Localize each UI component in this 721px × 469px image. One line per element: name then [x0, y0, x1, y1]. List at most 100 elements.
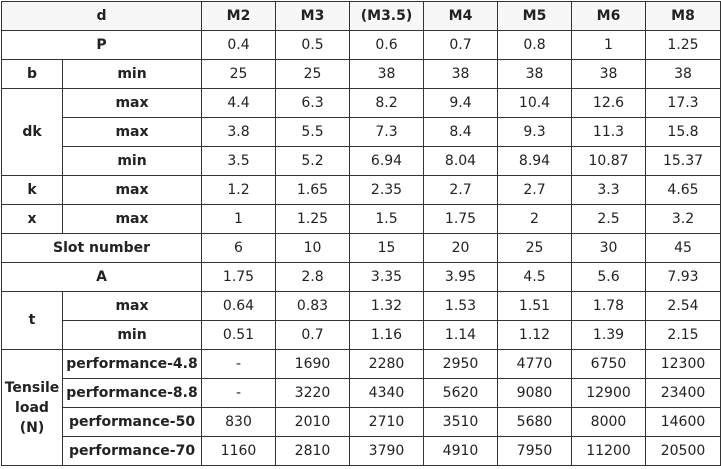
- value-cell: 10.4: [497, 88, 572, 118]
- value-cell: 15: [349, 233, 424, 263]
- value-cell: 2.7: [497, 175, 572, 205]
- sub-label-max: max: [62, 175, 202, 205]
- value-cell: 5680: [497, 407, 572, 437]
- value-cell: 4910: [423, 436, 498, 466]
- table-row: Tensile load (N) performance-4.8 - 1690 …: [1, 349, 721, 466]
- value-cell: 7.93: [645, 262, 721, 292]
- value-cell: 2810: [275, 436, 350, 466]
- size-m8-header: M8: [645, 1, 721, 31]
- sub-label-min: min: [62, 59, 202, 89]
- value-cell: 0.7: [275, 320, 350, 350]
- table-row: t max 0.64 0.83 1.32 1.53 1.51 1.78 2.54: [1, 291, 721, 350]
- value-cell: 1.25: [275, 204, 350, 234]
- value-cell: 45: [645, 233, 721, 263]
- value-cell: 7.3: [349, 117, 424, 147]
- sub-label-max: max: [62, 204, 202, 234]
- tensile-load-label-line: Tensile: [4, 379, 60, 396]
- value-cell: 4770: [497, 349, 572, 379]
- value-cell: 38: [497, 59, 572, 89]
- value-cell: 25: [201, 59, 276, 89]
- value-cell: 11.3: [571, 117, 646, 147]
- value-cell: 4.4: [201, 88, 276, 118]
- value-cell: 2280: [349, 349, 424, 379]
- value-cell: 3.95: [423, 262, 498, 292]
- value-cell: 8.4: [423, 117, 498, 147]
- table-row: P 0.4 0.5 0.6 0.7 0.8 1 1.25: [1, 30, 721, 60]
- value-cell: 25: [275, 59, 350, 89]
- value-cell: 0.8: [497, 30, 572, 60]
- value-cell: 10.87: [571, 146, 646, 176]
- value-cell: 2950: [423, 349, 498, 379]
- value-cell: 8.2: [349, 88, 424, 118]
- row-label-tensile-load: Tensile load (N): [1, 349, 63, 466]
- value-cell: 3.8: [201, 117, 276, 147]
- value-cell: 9.4: [423, 88, 498, 118]
- value-cell: 17.3: [645, 88, 721, 118]
- value-cell: 3.3: [571, 175, 646, 205]
- value-cell: 38: [645, 59, 721, 89]
- value-cell: 30: [571, 233, 646, 263]
- size-m2-header: M2: [201, 1, 276, 31]
- value-cell: 38: [349, 59, 424, 89]
- value-cell: 2.54: [645, 291, 721, 321]
- value-cell: 14600: [645, 407, 721, 437]
- value-cell: 25: [497, 233, 572, 263]
- table-row: A 1.75 2.8 3.35 3.95 4.5 5.6 7.93: [1, 262, 721, 292]
- value-cell: 11200: [571, 436, 646, 466]
- row-label-a: A: [1, 262, 202, 292]
- table-row: performance-50 830 2010 2710 3510 5680 8…: [2, 407, 721, 437]
- table-row: Slot number 6 10 15 20 25 30 45: [1, 233, 721, 263]
- sub-label-performance-4-8: performance-4.8: [62, 349, 202, 379]
- row-label-dk: dk: [1, 88, 63, 176]
- value-cell: 2.35: [349, 175, 424, 205]
- value-cell: 12.6: [571, 88, 646, 118]
- sub-label-min: min: [62, 320, 202, 350]
- table-row: k max 1.2 1.65 2.35 2.7 2.7 3.3 4.65: [1, 175, 721, 205]
- value-cell: 15.37: [645, 146, 721, 176]
- value-cell: 3.2: [645, 204, 721, 234]
- table-row: max 3.8 5.5 7.3 8.4 9.3 11.3 15.8: [2, 117, 721, 147]
- value-cell: 3790: [349, 436, 424, 466]
- sub-label-performance-8-8: performance-8.8: [62, 378, 202, 408]
- value-cell: 1.78: [571, 291, 646, 321]
- value-cell: 2.5: [571, 204, 646, 234]
- value-cell: 5620: [423, 378, 498, 408]
- sub-label-min: min: [62, 146, 202, 176]
- value-cell: 1.75: [201, 262, 276, 292]
- value-cell: 5.5: [275, 117, 350, 147]
- table-row: b min 25 25 38 38 38 38 38: [1, 59, 721, 89]
- value-cell: 3.5: [201, 146, 276, 176]
- value-cell: 1.12: [497, 320, 572, 350]
- value-cell: 1.75: [423, 204, 498, 234]
- value-cell: 4340: [349, 378, 424, 408]
- row-label-b: b: [1, 59, 63, 89]
- value-cell: 830: [201, 407, 276, 437]
- value-cell: 23400: [645, 378, 721, 408]
- value-cell: 8.94: [497, 146, 572, 176]
- value-cell: 4.65: [645, 175, 721, 205]
- row-label-k: k: [1, 175, 63, 205]
- sub-label-performance-50: performance-50: [62, 407, 202, 437]
- size-m6-header: M6: [571, 1, 646, 31]
- value-cell: 1.25: [645, 30, 721, 60]
- value-cell: 0.5: [275, 30, 350, 60]
- value-cell: 6.3: [275, 88, 350, 118]
- row-label-x: x: [1, 204, 63, 234]
- row-label-t: t: [1, 291, 63, 350]
- value-cell: 2.15: [645, 320, 721, 350]
- value-cell: 20: [423, 233, 498, 263]
- size-m3-5-header: (M3.5): [349, 1, 424, 31]
- value-cell: -: [201, 349, 276, 379]
- value-cell: 4.5: [497, 262, 572, 292]
- value-cell: 0.64: [201, 291, 276, 321]
- tensile-load-label-line: (N): [19, 419, 45, 436]
- value-cell: 12900: [571, 378, 646, 408]
- row-label-p: P: [1, 30, 202, 60]
- value-cell: 3510: [423, 407, 498, 437]
- value-cell: 1.32: [349, 291, 424, 321]
- value-cell: 9.3: [497, 117, 572, 147]
- size-m5-header: M5: [497, 1, 572, 31]
- value-cell: 0.51: [201, 320, 276, 350]
- value-cell: 6.94: [349, 146, 424, 176]
- value-cell: 15.8: [645, 117, 721, 147]
